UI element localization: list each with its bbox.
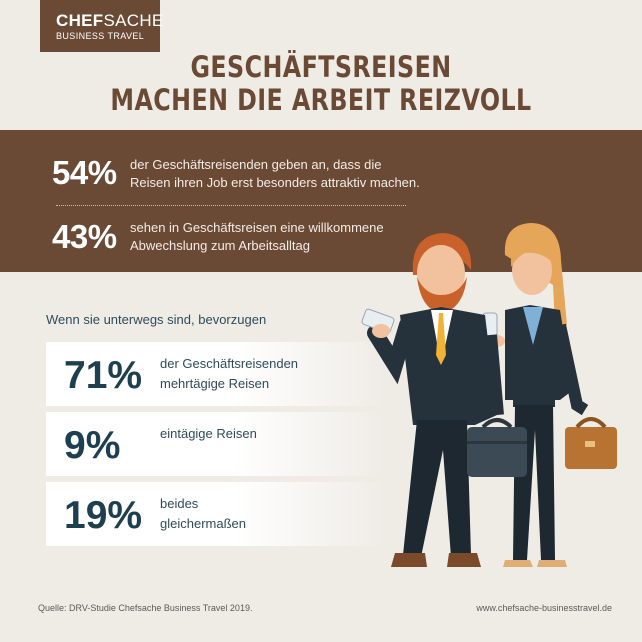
card-percent: 71% [64,354,143,397]
stat-text-line: sehen in Geschäftsreisen eine willkommen… [130,220,384,235]
card-text-line: gleichermaßen [160,516,246,531]
card-text-line: beides [160,496,199,511]
card-percent: 9% [64,424,121,467]
preference-subhead: Wenn sie unterwegs sind, bevorzugen [46,312,267,327]
stat-text: sehen in Geschäftsreisen eine willkommen… [130,219,430,255]
business-travelers-illustration [361,223,617,567]
card-text: der Geschäftsreisenden mehrtägige Reisen [160,354,360,394]
source-note: Quelle: DRV-Studie Chefsache Business Tr… [38,603,253,613]
preference-card-9: 9% eintägige Reisen [46,412,386,476]
card-text-line: eintägige Reisen [160,426,257,441]
woman-figure [482,223,617,567]
card-text-line: der Geschäftsreisenden [160,356,299,371]
title-line-1: GESCHÄFTSREISEN [190,50,452,84]
stat-text-line: Reisen ihren Job erst besonders attrakti… [130,175,420,190]
logo: CHEFSACHE BUSINESS TRAVEL [40,0,164,52]
stat-percent: 43% [52,218,117,255]
card-text: eintägige Reisen [160,424,360,444]
preference-card-71: 71% der Geschäftsreisenden mehrtägige Re… [46,342,386,406]
stat-text-line: Abwechslung zum Arbeitsalltag [130,238,310,253]
stats-band: 54% der Geschäftsreisenden geben an, das… [0,130,642,272]
website-url[interactable]: www.chefsache-businesstravel.de [476,603,612,613]
dotted-divider [56,205,406,206]
logo-brand-bold: CHEF [56,11,104,30]
stat-text: der Geschäftsreisenden geben an, dass di… [130,156,430,192]
logo-brand: CHEFSACHE [56,11,164,30]
title-line-2: MACHEN DIE ARBEIT REIZVOLL [110,83,532,117]
logo-brand-light: SACHE [103,11,164,30]
logo-sub: BUSINESS TRAVEL [56,31,145,41]
stat-text-line: der Geschäftsreisenden geben an, dass di… [130,157,382,172]
card-percent: 19% [64,494,143,537]
stat-percent: 54% [52,154,117,191]
card-text: beides gleichermaßen [160,494,360,534]
preference-card-19: 19% beides gleichermaßen [46,482,386,546]
man-figure [361,233,527,567]
card-text-line: mehrtägige Reisen [160,376,270,391]
